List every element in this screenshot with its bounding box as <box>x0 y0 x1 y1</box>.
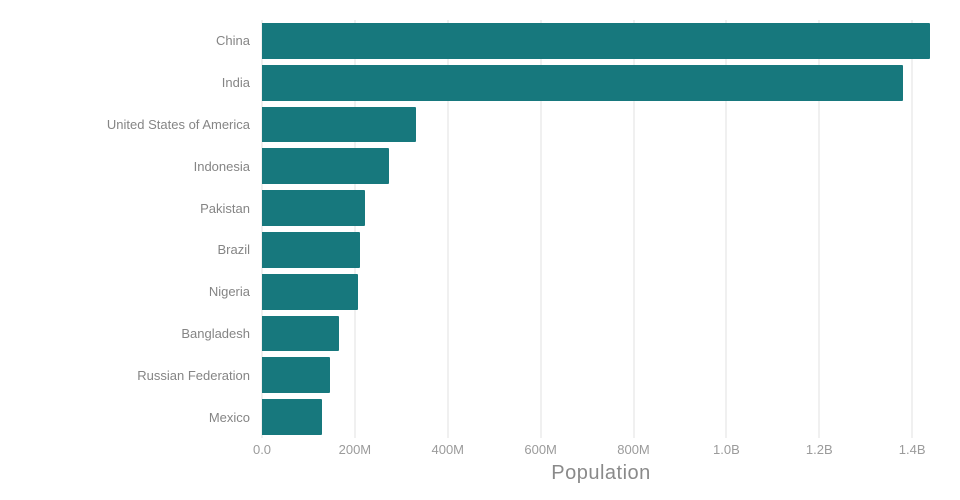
bar-row <box>262 62 940 104</box>
category-label-china: China <box>216 33 250 49</box>
bar-row <box>262 396 940 438</box>
bar-indonesia <box>262 148 389 185</box>
x-tick-label: 0.0 <box>252 442 272 457</box>
bar-brazil <box>262 231 361 268</box>
category-label-pakistan: Pakistan <box>200 200 250 216</box>
bar-nigeria <box>262 273 358 310</box>
gridline-1.0B <box>725 20 727 438</box>
bar-row <box>262 354 940 396</box>
category-label-russian-federation: Russian Federation <box>137 367 250 383</box>
gridline-400M <box>447 20 449 438</box>
gridline-0.0 <box>261 20 263 438</box>
x-axis-tick-labels: 0.0 200M 400M 600M 800M 1.0B 1.2B 1.4B <box>253 442 940 460</box>
category-label-nigeria: Nigeria <box>208 284 250 300</box>
bar-row <box>262 187 940 229</box>
bar-row <box>262 313 940 355</box>
bar-row <box>262 104 940 146</box>
gridline-1.4B <box>911 20 913 438</box>
bar-pakistan <box>262 190 365 227</box>
category-label-indonesia: Indonesia <box>193 158 250 174</box>
gridline-600M <box>540 20 542 438</box>
x-axis-title: Population <box>551 462 651 484</box>
plot-area <box>261 20 940 438</box>
x-tick-label: 1.2B <box>805 442 833 457</box>
bar-united-states-of-america <box>262 106 416 143</box>
x-tick-label: 200M <box>338 442 372 457</box>
bar-bangladesh <box>262 315 339 352</box>
bar-row <box>262 271 940 313</box>
bar-mexico <box>262 399 322 436</box>
x-tick-label: 800M <box>617 442 650 457</box>
x-tick-label: 400M <box>431 442 465 457</box>
x-tick-label: 600M <box>524 442 557 457</box>
bar-china <box>262 22 931 59</box>
gridline-1.2B <box>818 20 820 438</box>
gridline-200M <box>354 20 356 438</box>
x-tick-label: 1.0B <box>713 442 740 457</box>
y-axis-category-labels: China India United States of America Indone… <box>0 20 250 438</box>
category-label-india: India <box>221 75 250 91</box>
x-tick-label: 1.4B <box>898 442 926 457</box>
category-label-brazil: Brazil <box>217 242 250 258</box>
category-label-bangladesh: Bangladesh <box>181 325 250 341</box>
category-label-mexico: Mexico <box>208 409 250 425</box>
gridline-800M <box>633 20 634 438</box>
bar-russian-federation <box>262 357 330 394</box>
bar-row <box>262 229 940 271</box>
bar-row <box>262 20 940 62</box>
category-label-united-states-of-america: United States of America <box>106 116 250 132</box>
bar-row <box>262 145 940 187</box>
bar-india <box>262 64 903 101</box>
